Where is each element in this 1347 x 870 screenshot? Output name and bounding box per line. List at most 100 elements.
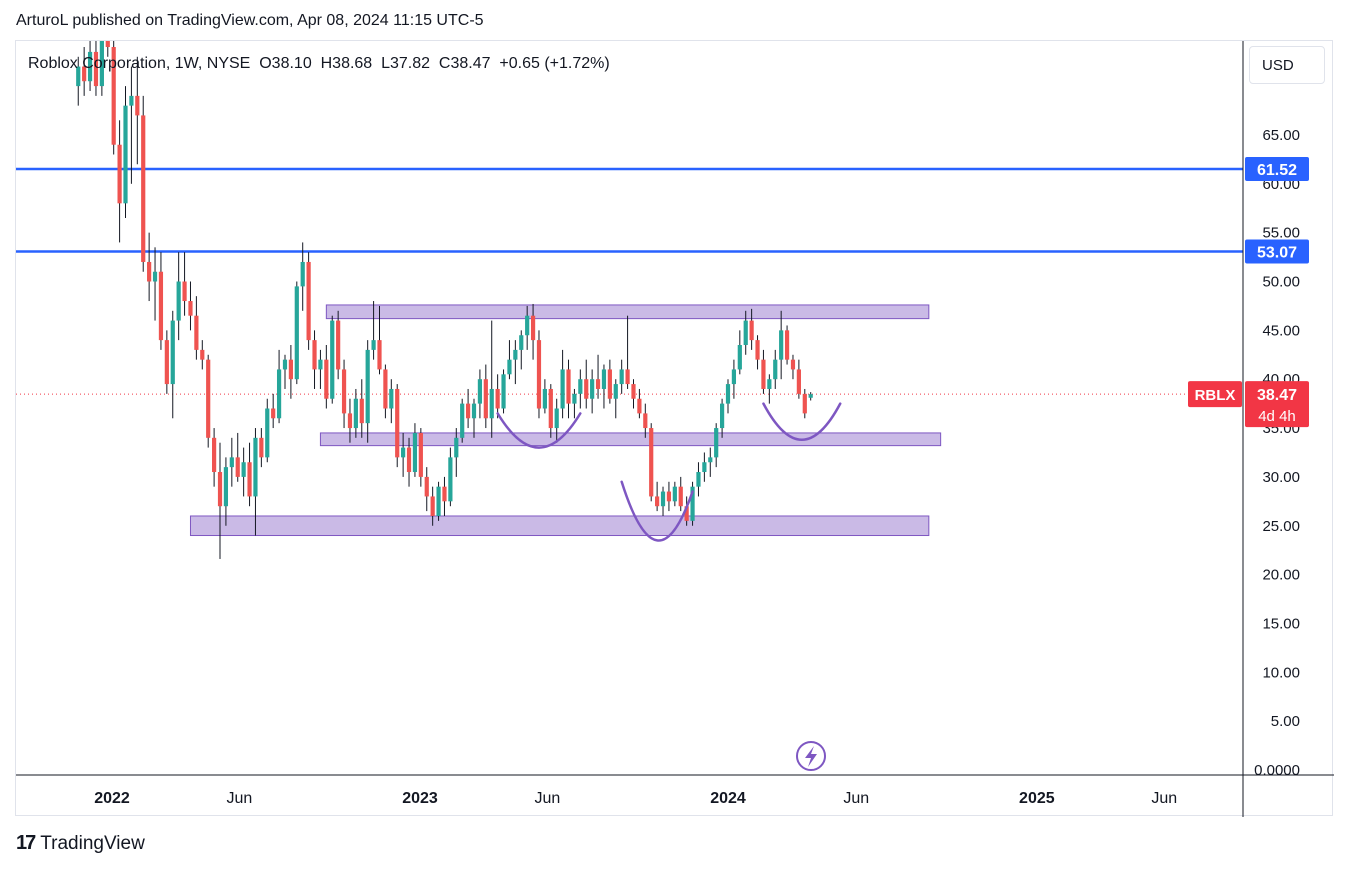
time-tick-label: Jun <box>227 790 253 807</box>
candle-body <box>371 340 376 350</box>
candle-body <box>489 388 494 419</box>
candle-body <box>601 369 607 389</box>
price-tick-label: 10.00 <box>1262 664 1300 681</box>
last-price-tag <box>1245 381 1309 428</box>
candle-body <box>330 320 335 399</box>
icons-layer <box>796 741 826 771</box>
candle-body <box>276 369 282 419</box>
candle-body <box>194 315 199 350</box>
candle-body <box>584 379 589 399</box>
candle-body <box>548 388 553 429</box>
candle-body <box>158 271 164 341</box>
symbol-interval: 1W <box>174 55 198 72</box>
candle-body <box>448 457 453 502</box>
candle-body <box>147 261 152 282</box>
candle-body <box>530 315 536 341</box>
time-tick-label: Jun <box>535 790 561 807</box>
candle-body <box>241 462 246 477</box>
tradingview-logo-icon: 17 <box>16 832 36 854</box>
price-chart[interactable]: 0.00005.0010.0015.0020.0025.0030.0035.00… <box>16 41 1334 817</box>
candle-body <box>353 398 358 429</box>
candle-body <box>312 340 317 370</box>
candle-body <box>560 369 565 409</box>
candle-body <box>666 491 672 502</box>
candle-body <box>377 340 382 370</box>
candle-body <box>554 408 559 429</box>
ohlc-close: C38.47 <box>438 55 491 72</box>
candle-body <box>111 47 116 145</box>
candle-body <box>743 320 748 346</box>
candle-body <box>93 51 99 87</box>
level-price-tag-label: 61.52 <box>1257 162 1297 179</box>
candle-body <box>637 398 642 414</box>
candle-body <box>141 115 146 262</box>
candle-body <box>418 432 423 477</box>
candle-body <box>808 394 813 398</box>
symbol-exchange: NYSE <box>206 55 251 72</box>
candle-body <box>430 496 435 516</box>
candle-body <box>525 315 530 336</box>
candle-body <box>282 359 288 370</box>
candle-body <box>702 462 707 473</box>
symbol-tag-label: RBLX <box>1195 387 1236 404</box>
candle-body <box>696 472 701 487</box>
candle-body <box>412 432 418 473</box>
candle-body <box>755 340 760 360</box>
candle-body <box>719 403 725 429</box>
candle-body <box>454 437 459 458</box>
candle-body <box>318 359 323 370</box>
candle-body <box>223 467 229 507</box>
time-tick-label: Jun <box>1151 790 1177 807</box>
tradingview-brand-text: TradingView <box>40 832 145 854</box>
candle-body <box>188 301 193 316</box>
candle-body <box>105 41 110 48</box>
candle-body <box>578 379 583 394</box>
price-tick-label: 20.00 <box>1262 567 1300 584</box>
candle-body <box>708 457 713 463</box>
price-tick-label: 50.00 <box>1262 274 1300 291</box>
candle-body <box>460 403 465 438</box>
candle-body <box>82 66 87 82</box>
candle-body <box>572 393 577 404</box>
candle-body <box>271 408 276 419</box>
candle-body <box>99 41 104 87</box>
candle-body <box>542 388 547 409</box>
candle-body <box>536 340 542 409</box>
candle-body <box>595 379 601 389</box>
candle-body <box>176 281 181 321</box>
candle-body <box>229 457 234 468</box>
currency-button[interactable]: USD <box>1249 46 1325 84</box>
price-tick-label: 0.0000 <box>1254 762 1300 779</box>
support-resistance-zone <box>189 515 930 537</box>
pattern-arc <box>620 480 694 542</box>
horizontal-lines-layer <box>16 167 1243 253</box>
candle-body <box>87 51 93 82</box>
candle-body <box>383 369 388 409</box>
candle-body <box>731 369 737 385</box>
candle-body <box>76 66 81 87</box>
symbol-legend[interactable]: Roblox Corporation, 1W, NYSE O38.10 H38.… <box>28 55 610 73</box>
time-tick-label: 2024 <box>710 790 746 807</box>
arcs-layer <box>496 402 842 542</box>
chart-frame[interactable]: 0.0000 5.00 10.00 15.00 20.00 25.00 30.00 35.00… <box>15 40 1334 817</box>
candle-body <box>684 506 689 521</box>
candle-body <box>649 428 654 497</box>
separator-2: , <box>197 55 207 72</box>
candle-body <box>265 408 270 458</box>
price-tick-label: 30.00 <box>1262 469 1300 486</box>
separator-1: , <box>165 55 175 72</box>
candle-body <box>253 437 258 497</box>
candle-body <box>123 105 128 204</box>
candle-body <box>790 359 796 370</box>
candle-body <box>294 286 299 380</box>
footer-branding[interactable]: 17 TradingView <box>16 832 145 855</box>
candle-body <box>625 369 630 385</box>
candle-body <box>170 320 175 385</box>
candle-body <box>519 335 524 350</box>
candle-body <box>607 369 612 399</box>
candle-body <box>802 393 807 414</box>
candle-body <box>477 379 483 404</box>
candle-body <box>389 388 394 409</box>
candle-body <box>714 428 719 458</box>
candle-body <box>660 491 666 507</box>
